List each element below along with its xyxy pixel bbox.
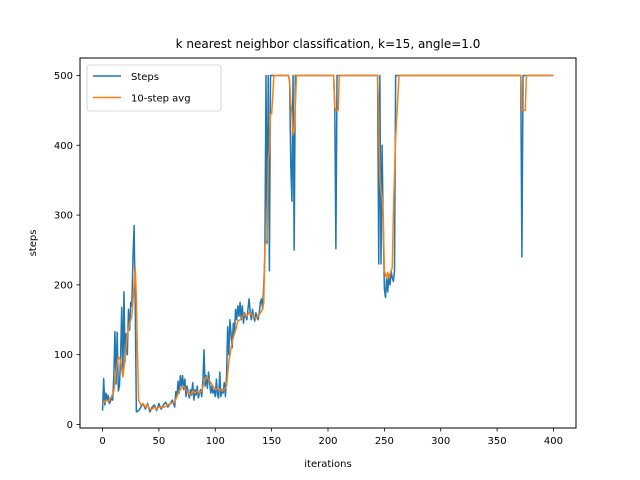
x-tick-label: 400 xyxy=(544,436,563,447)
x-tick-label: 350 xyxy=(488,436,507,447)
plot-area xyxy=(101,74,554,413)
x-tick-label: 100 xyxy=(206,436,225,447)
legend-label: 10-step avg xyxy=(131,94,191,105)
y-tick-label: 100 xyxy=(54,350,73,361)
x-tick-label: 250 xyxy=(375,436,394,447)
x-tick-label: 150 xyxy=(262,436,281,447)
y-axis: 0 100 200 300 400 500 xyxy=(54,71,80,431)
legend-label: Steps xyxy=(131,72,159,83)
y-tick-label: 500 xyxy=(54,71,73,82)
x-axis-label: iterations xyxy=(304,459,351,470)
x-axis: 0 50 100 150 200 250 300 350 400 xyxy=(99,428,563,447)
y-tick-label: 400 xyxy=(54,141,73,152)
series-line-10-step-avg xyxy=(102,74,554,410)
legend: Steps 10-step avg xyxy=(86,64,222,112)
y-tick-label: 0 xyxy=(67,420,73,431)
x-tick-label: 200 xyxy=(318,436,337,447)
y-tick-label: 200 xyxy=(54,280,73,291)
chart-title: k nearest neighbor classification, k=15,… xyxy=(176,37,481,51)
y-axis-label: steps xyxy=(28,230,39,257)
y-tick-label: 300 xyxy=(54,211,73,222)
x-tick-label: 0 xyxy=(99,436,105,447)
x-tick-label: 300 xyxy=(431,436,450,447)
x-tick-label: 50 xyxy=(153,436,166,447)
